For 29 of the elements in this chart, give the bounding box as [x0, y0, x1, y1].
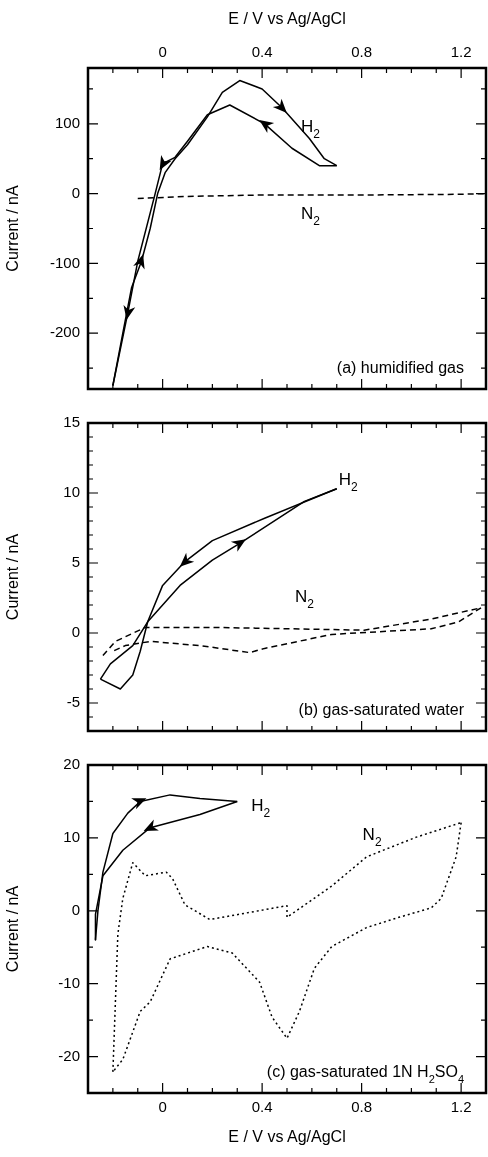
x2-tick-label: 0: [158, 43, 167, 61]
y-axis-title: Current / nA: [4, 533, 22, 621]
x-tick-label: 0: [158, 1098, 167, 1116]
y-tick-label: 100: [54, 113, 80, 131]
y-tick-label: -5: [66, 693, 80, 711]
annotation: (a) humidified gas: [336, 359, 464, 376]
x2-tick-label: 0.8: [351, 43, 373, 61]
x2-tick-label: 0.4: [251, 43, 273, 61]
y-tick-label: -10: [58, 973, 80, 991]
x2-tick-label: 1.2: [450, 43, 472, 61]
annotation: (b) gas-saturated water: [298, 701, 465, 718]
y-axis-title: Current / nA: [4, 885, 22, 973]
y-tick-label: 0: [71, 623, 80, 641]
y-tick-label: -100: [49, 253, 80, 271]
y-tick-label: 0: [71, 900, 80, 918]
y-tick-label: 15: [63, 413, 80, 431]
x-tick-label: 1.2: [450, 1098, 472, 1116]
x-axis-title: E / V vs Ag/AgCl: [228, 1127, 346, 1145]
y-tick-label: -20: [58, 1046, 80, 1064]
y-tick-label: 0: [71, 183, 80, 201]
y-tick-label: 10: [63, 483, 80, 501]
x2-axis-title: E / V vs Ag/AgCl: [228, 10, 346, 28]
x-tick-label: 0.4: [251, 1098, 273, 1116]
y-tick-label: -200: [49, 323, 80, 341]
y-tick-label: 10: [63, 828, 80, 846]
y-axis-title: Current / nA: [4, 185, 22, 272]
y-tick-label: 5: [71, 553, 80, 571]
y-tick-label: 20: [63, 755, 80, 773]
x-tick-label: 0.8: [351, 1098, 373, 1116]
